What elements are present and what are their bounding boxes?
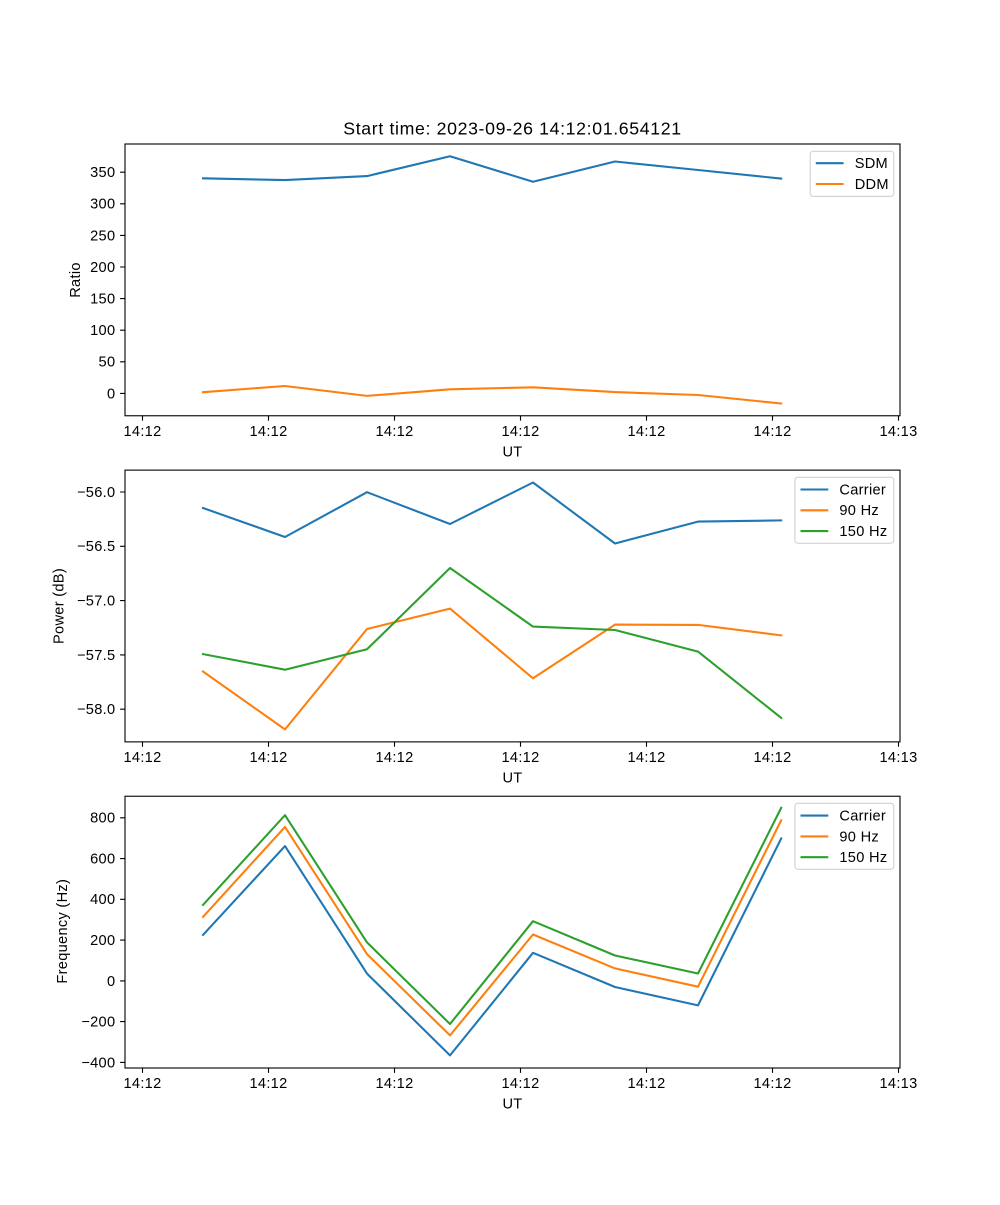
svg-text:Carrier: Carrier: [839, 482, 886, 498]
svg-text:100: 100: [90, 323, 115, 339]
svg-text:0: 0: [107, 974, 115, 990]
svg-text:300: 300: [90, 197, 115, 213]
svg-text:14:12: 14:12: [123, 424, 161, 440]
svg-text:14:13: 14:13: [879, 424, 917, 440]
svg-text:350: 350: [90, 165, 115, 181]
svg-text:UT: UT: [502, 771, 522, 787]
svg-text:Frequency (Hz): Frequency (Hz): [55, 879, 71, 984]
svg-text:SDM: SDM: [855, 156, 888, 172]
svg-text:90 Hz: 90 Hz: [839, 829, 879, 845]
svg-text:14:12: 14:12: [249, 750, 287, 766]
svg-text:Start time: 2023-09-26 14:12:0: Start time: 2023-09-26 14:12:01.654121: [343, 119, 681, 139]
svg-text:90 Hz: 90 Hz: [839, 503, 879, 519]
svg-text:Power (dB): Power (dB): [51, 568, 67, 644]
svg-text:14:12: 14:12: [753, 1076, 791, 1092]
svg-text:150 Hz: 150 Hz: [839, 850, 887, 866]
svg-text:−57.5: −57.5: [77, 648, 115, 664]
svg-text:14:12: 14:12: [123, 1076, 161, 1092]
svg-text:Ratio: Ratio: [68, 262, 84, 298]
svg-text:Carrier: Carrier: [839, 809, 886, 825]
svg-text:14:12: 14:12: [501, 1076, 539, 1092]
svg-text:0: 0: [107, 386, 115, 402]
svg-text:200: 200: [90, 260, 115, 276]
svg-text:400: 400: [90, 892, 115, 908]
svg-text:14:12: 14:12: [501, 750, 539, 766]
svg-text:−56.0: −56.0: [77, 485, 115, 501]
svg-text:−56.5: −56.5: [77, 539, 115, 555]
svg-text:14:12: 14:12: [501, 424, 539, 440]
svg-text:14:13: 14:13: [879, 750, 917, 766]
svg-text:150 Hz: 150 Hz: [839, 524, 887, 540]
svg-text:14:12: 14:12: [123, 750, 161, 766]
svg-text:DDM: DDM: [855, 177, 889, 193]
svg-text:14:12: 14:12: [249, 1076, 287, 1092]
svg-text:14:12: 14:12: [249, 424, 287, 440]
svg-text:250: 250: [90, 228, 115, 244]
svg-text:14:12: 14:12: [627, 750, 665, 766]
svg-text:−57.0: −57.0: [77, 594, 115, 610]
svg-text:14:12: 14:12: [627, 424, 665, 440]
svg-text:600: 600: [90, 852, 115, 868]
svg-text:14:12: 14:12: [375, 424, 413, 440]
svg-text:14:12: 14:12: [753, 424, 791, 440]
svg-text:14:12: 14:12: [627, 1076, 665, 1092]
svg-text:−200: −200: [81, 1015, 115, 1031]
svg-text:200: 200: [90, 933, 115, 949]
svg-text:14:13: 14:13: [879, 1076, 917, 1092]
svg-text:14:12: 14:12: [753, 750, 791, 766]
svg-text:14:12: 14:12: [375, 750, 413, 766]
svg-text:800: 800: [90, 811, 115, 827]
svg-text:150: 150: [90, 292, 115, 308]
svg-text:−400: −400: [81, 1055, 115, 1071]
svg-text:50: 50: [99, 355, 116, 371]
svg-text:UT: UT: [502, 1097, 522, 1113]
svg-text:UT: UT: [502, 444, 522, 460]
svg-text:14:12: 14:12: [375, 1076, 413, 1092]
svg-text:−58.0: −58.0: [77, 702, 115, 718]
